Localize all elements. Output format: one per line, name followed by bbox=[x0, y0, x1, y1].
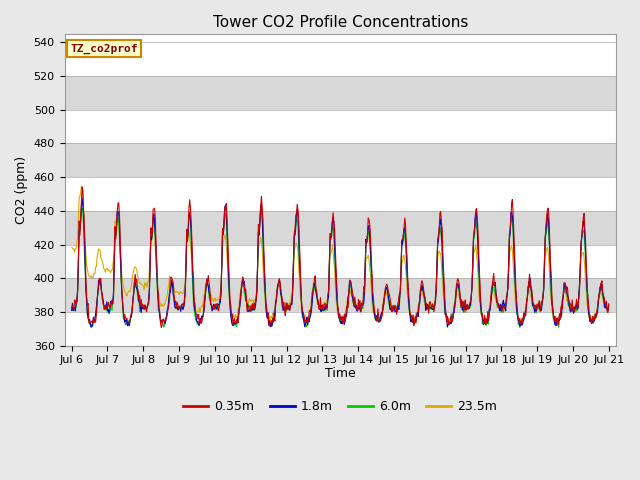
Bar bbox=[65, 312, 616, 346]
Bar bbox=[65, 244, 616, 278]
Title: Tower CO2 Profile Concentrations: Tower CO2 Profile Concentrations bbox=[212, 15, 468, 30]
X-axis label: Time: Time bbox=[325, 367, 356, 380]
Bar bbox=[65, 76, 616, 110]
Bar bbox=[65, 177, 616, 211]
Legend: 0.35m, 1.8m, 6.0m, 23.5m: 0.35m, 1.8m, 6.0m, 23.5m bbox=[179, 396, 502, 419]
Bar bbox=[65, 278, 616, 312]
Bar bbox=[65, 211, 616, 244]
Y-axis label: CO2 (ppm): CO2 (ppm) bbox=[15, 156, 28, 224]
Bar bbox=[65, 144, 616, 177]
Text: TZ_co2prof: TZ_co2prof bbox=[70, 43, 138, 53]
Bar bbox=[65, 42, 616, 76]
Bar bbox=[65, 110, 616, 144]
